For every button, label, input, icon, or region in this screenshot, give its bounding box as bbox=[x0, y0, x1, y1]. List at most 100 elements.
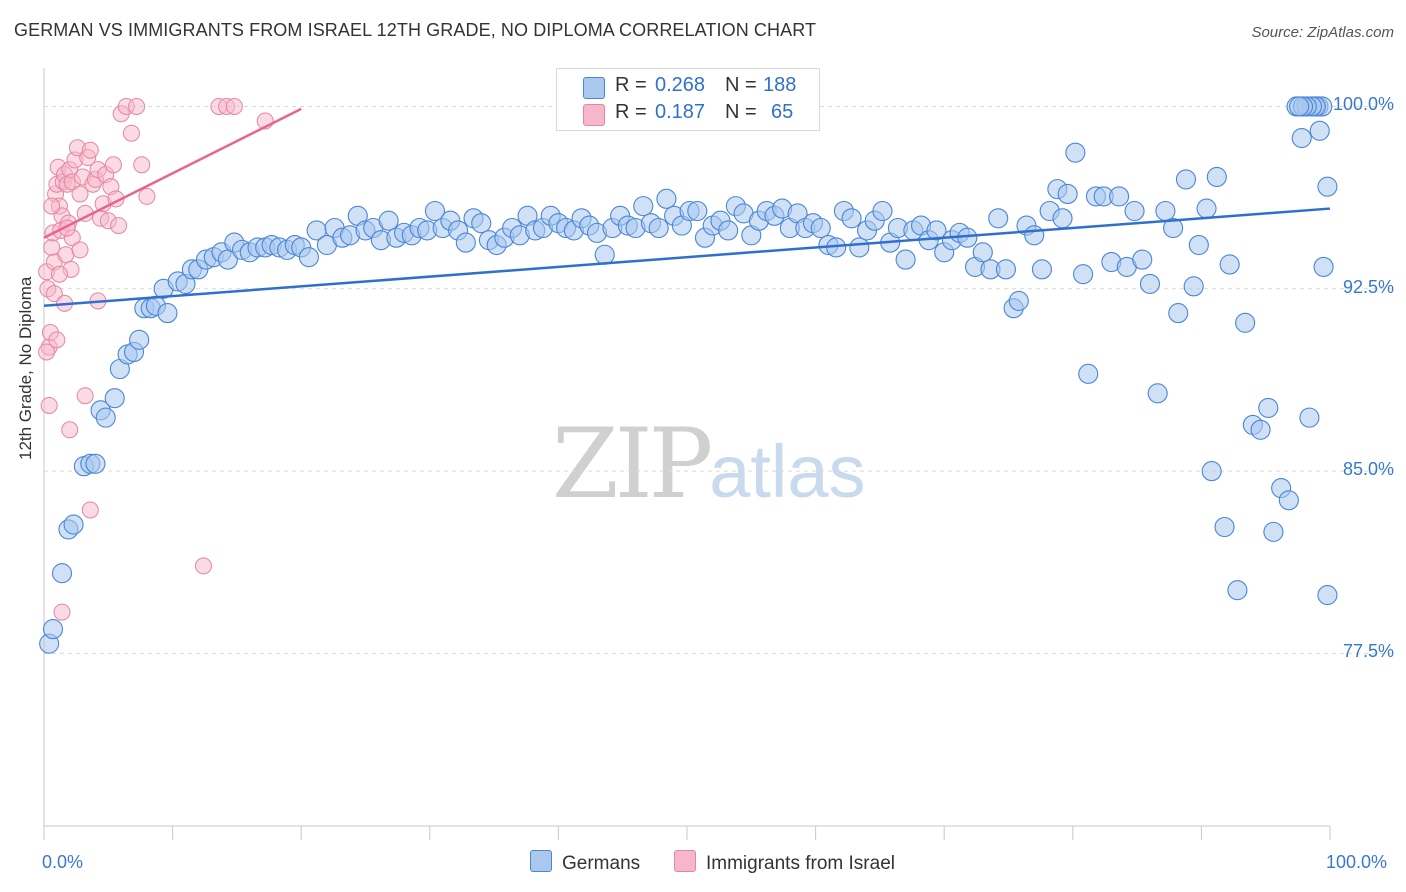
data-point-israel bbox=[40, 396, 58, 414]
gridlines bbox=[44, 105, 1394, 654]
data-point-israel bbox=[128, 97, 146, 115]
data-point-germans bbox=[1057, 183, 1078, 205]
data-point-germans bbox=[95, 407, 116, 428]
data-point-germans bbox=[988, 208, 1009, 229]
data-point-germans bbox=[1168, 303, 1189, 324]
data-point-germans bbox=[1065, 142, 1086, 163]
legend-swatch-germans bbox=[583, 77, 605, 99]
legend-swatch-israel bbox=[583, 104, 605, 126]
data-point-germans bbox=[718, 220, 739, 241]
data-point-israel bbox=[110, 217, 128, 235]
data-point-israel bbox=[81, 141, 99, 159]
data-point-germans bbox=[455, 232, 476, 253]
data-point-germans bbox=[648, 217, 669, 239]
legend-swatch-germans bbox=[530, 850, 552, 872]
trend-lines bbox=[43, 107, 1331, 308]
data-point-germans bbox=[1263, 521, 1284, 542]
legend-label-germans: Germans bbox=[562, 853, 641, 874]
data-point-germans bbox=[1073, 264, 1094, 285]
data-point-germans bbox=[1008, 290, 1029, 311]
legend-n-label: N = bbox=[725, 74, 757, 96]
data-point-germans bbox=[1188, 234, 1209, 256]
data-point-israel bbox=[57, 246, 75, 264]
data-point-germans bbox=[424, 200, 445, 222]
data-point-germans bbox=[1124, 200, 1145, 222]
legend-swatch-israel bbox=[674, 850, 696, 872]
y-tick-label: 77.5% bbox=[1342, 641, 1394, 662]
legend-r-label: R = bbox=[615, 101, 647, 123]
data-point-israel bbox=[194, 557, 212, 575]
data-point-germans bbox=[594, 244, 615, 265]
chart-title: GERMAN VS IMMIGRANTS FROM ISRAEL 12TH GR… bbox=[14, 20, 817, 40]
data-point-germans bbox=[1175, 169, 1197, 190]
data-point-germans bbox=[378, 210, 399, 231]
data-point-germans bbox=[1313, 256, 1334, 277]
data-point-germans bbox=[51, 563, 73, 584]
data-point-germans bbox=[1147, 383, 1168, 404]
data-point-germans bbox=[1289, 96, 1310, 117]
axes bbox=[43, 68, 1331, 840]
data-point-germans bbox=[995, 259, 1016, 280]
data-point-germans bbox=[1201, 461, 1222, 482]
data-point-israel bbox=[53, 603, 71, 621]
data-point-israel bbox=[133, 156, 151, 174]
data-point-germans bbox=[1317, 585, 1338, 606]
data-point-germans bbox=[1078, 363, 1099, 384]
data-point-germans bbox=[1219, 254, 1240, 275]
data-point-germans bbox=[1109, 186, 1130, 207]
data-point-germans bbox=[157, 303, 178, 324]
data-point-germans bbox=[85, 453, 106, 474]
data-point-israel bbox=[104, 156, 122, 174]
data-point-germans bbox=[1317, 176, 1338, 197]
y-tick-label: 85.0% bbox=[1342, 459, 1394, 480]
data-point-israel bbox=[38, 343, 56, 361]
legend-item-israel: Immigrants from Israel bbox=[674, 850, 895, 875]
data-point-germans bbox=[687, 200, 708, 222]
legend-label-israel: Immigrants from Israel bbox=[706, 853, 895, 874]
x-tick-label-min: 0.0% bbox=[42, 852, 84, 872]
data-point-germans bbox=[1024, 225, 1045, 246]
data-point-germans bbox=[656, 188, 677, 209]
data-point-germans bbox=[42, 619, 64, 640]
data-point-germans bbox=[1258, 397, 1279, 418]
source-credit: Source: ZipAtlas.com bbox=[1251, 24, 1394, 41]
data-point-israel bbox=[43, 238, 61, 256]
data-point-germans bbox=[849, 237, 870, 258]
data-point-israel bbox=[138, 187, 156, 205]
legend-n-label: N = bbox=[725, 101, 757, 123]
data-point-israel bbox=[71, 185, 89, 203]
data-point-israel bbox=[71, 241, 89, 259]
legend-r-value: 0.187 bbox=[655, 101, 706, 123]
data-point-germans bbox=[972, 242, 993, 263]
data-point-israel bbox=[122, 124, 140, 142]
data-point-germans bbox=[129, 329, 150, 350]
series-germans bbox=[39, 96, 1338, 654]
x-tick-label-max: 100.0% bbox=[1326, 852, 1388, 872]
data-point-germans bbox=[1309, 120, 1330, 141]
trend-line-germans bbox=[43, 207, 1331, 308]
data-point-germans bbox=[1052, 208, 1073, 229]
correlation-legend: R = 0.268 N = 188 R = 0.187 N = 65 bbox=[556, 68, 820, 131]
data-point-germans bbox=[633, 196, 654, 217]
data-point-germans bbox=[471, 213, 492, 234]
data-point-germans bbox=[1235, 312, 1256, 333]
data-point-germans bbox=[895, 249, 916, 270]
data-point-germans bbox=[1196, 198, 1217, 219]
data-point-israel bbox=[225, 97, 243, 115]
watermark-zip: ZIP bbox=[552, 408, 713, 520]
data-point-germans bbox=[298, 247, 319, 268]
legend-n-value: 65 bbox=[771, 101, 794, 123]
data-point-germans bbox=[1291, 128, 1312, 149]
data-point-israel bbox=[76, 387, 94, 405]
legend-r-value: 0.268 bbox=[655, 74, 706, 96]
data-point-germans bbox=[841, 208, 862, 229]
data-point-germans bbox=[63, 514, 84, 535]
data-point-germans bbox=[1214, 516, 1235, 538]
series-israel bbox=[38, 97, 274, 621]
data-point-israel bbox=[50, 265, 68, 283]
data-point-germans bbox=[1163, 217, 1184, 239]
legend-item-germans: Germans bbox=[530, 850, 640, 875]
data-point-germans bbox=[1250, 419, 1271, 440]
data-point-germans bbox=[1139, 273, 1161, 294]
